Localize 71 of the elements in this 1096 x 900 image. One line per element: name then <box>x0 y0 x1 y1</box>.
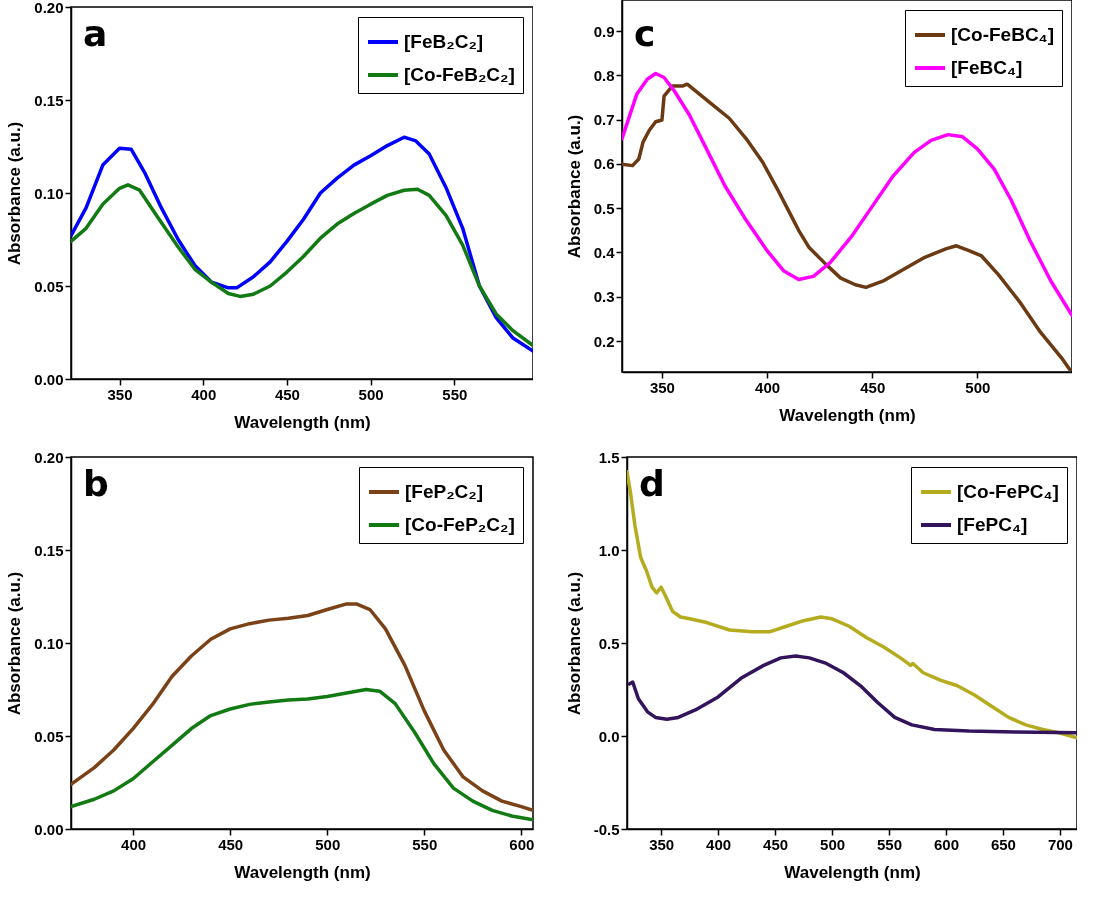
y-tick-label: 0.20 <box>34 448 64 466</box>
x-axis-title: Wavelength (nm) <box>234 862 371 882</box>
x-axis-title: Wavelength (nm) <box>784 862 921 882</box>
x-tick-label: 650 <box>990 835 1016 853</box>
legend-label: [Co-FeBC₄] <box>951 24 1054 45</box>
chart-title: b <box>83 463 109 504</box>
x-tick-label: 600 <box>509 835 535 853</box>
y-tick-label: 0.20 <box>34 0 64 16</box>
y-tick-label: 0.2 <box>593 332 615 350</box>
legend-label: [FeP₂C₂] <box>405 481 484 502</box>
y-axis-title: Absorbance (a.u.) <box>5 571 25 716</box>
legend-label: [Co-FeP₂C₂] <box>405 514 515 535</box>
y-axis-title: Absorbance (a.u.) <box>5 121 25 266</box>
y-tick-label: 0.15 <box>34 91 64 109</box>
x-tick-label: 350 <box>107 385 133 403</box>
y-tick-label: 0.9 <box>593 22 615 40</box>
x-tick-label: 450 <box>274 385 300 403</box>
y-tick-label: 0.4 <box>593 243 616 261</box>
line-series <box>71 135 533 353</box>
y-tick-label: 1.5 <box>598 448 620 466</box>
y-tick-label: 0.8 <box>593 66 615 84</box>
x-tick-label: 450 <box>763 835 789 853</box>
y-axis-title: Absorbance (a.u.) <box>564 114 584 259</box>
y-tick-label: 0.05 <box>34 727 64 745</box>
x-tick-label: 500 <box>358 385 384 403</box>
legend-label: [Co-FeB₂C₂] <box>404 64 515 85</box>
x-tick-label: 400 <box>755 378 781 396</box>
y-tick-label: 0.0 <box>598 727 620 745</box>
chart-title: d <box>639 463 665 504</box>
x-axis-title: Wavelength (nm) <box>234 412 371 432</box>
x-tick-label: 500 <box>315 835 341 853</box>
chart-title: c <box>634 13 656 54</box>
x-tick-label: 400 <box>191 385 217 403</box>
line-series <box>71 183 533 348</box>
y-axis-title: Absorbance (a.u.) <box>564 571 584 716</box>
y-tick-label: 0.15 <box>34 541 64 559</box>
x-tick-label: 350 <box>649 835 675 853</box>
y-tick-label: 0.6 <box>593 155 615 173</box>
chart-title: a <box>83 13 108 54</box>
x-tick-label: 450 <box>860 378 886 396</box>
legend-label: [FeB₂C₂] <box>404 31 484 52</box>
x-tick-label: 550 <box>877 835 903 853</box>
x-tick-label: 600 <box>933 835 959 853</box>
y-tick-label: 0.7 <box>593 111 615 129</box>
y-tick-label: 0.00 <box>34 370 64 388</box>
y-tick-label: 0.05 <box>34 277 64 295</box>
x-tick-label: 450 <box>218 835 244 853</box>
y-tick-label: 0.5 <box>593 199 615 217</box>
line-series <box>71 687 533 822</box>
y-tick-label: 0.10 <box>34 634 64 652</box>
x-tick-label: 500 <box>965 378 991 396</box>
x-tick-label: 400 <box>121 835 147 853</box>
x-axis-title: Wavelength (nm) <box>779 405 916 425</box>
line-series <box>71 602 533 813</box>
x-tick-label: 550 <box>442 385 468 403</box>
line-series <box>627 470 1077 740</box>
legend-label: [FePC₄] <box>957 514 1028 535</box>
x-tick-label: 350 <box>649 378 675 396</box>
x-tick-label: 500 <box>820 835 846 853</box>
y-tick-label: 0.00 <box>34 820 64 838</box>
legend-label: [Co-FePC₄] <box>957 481 1059 502</box>
x-tick-label: 400 <box>706 835 732 853</box>
y-tick-label: 1.0 <box>598 541 620 559</box>
line-series <box>627 654 1077 735</box>
y-tick-label: 0.10 <box>34 184 64 202</box>
x-tick-label: 700 <box>1047 835 1073 853</box>
legend-label: [FeBC₄] <box>951 57 1023 78</box>
y-tick-label: 0.5 <box>598 634 620 652</box>
y-tick-label: -0.5 <box>593 820 620 838</box>
x-tick-label: 550 <box>412 835 438 853</box>
y-tick-label: 0.3 <box>593 288 615 306</box>
